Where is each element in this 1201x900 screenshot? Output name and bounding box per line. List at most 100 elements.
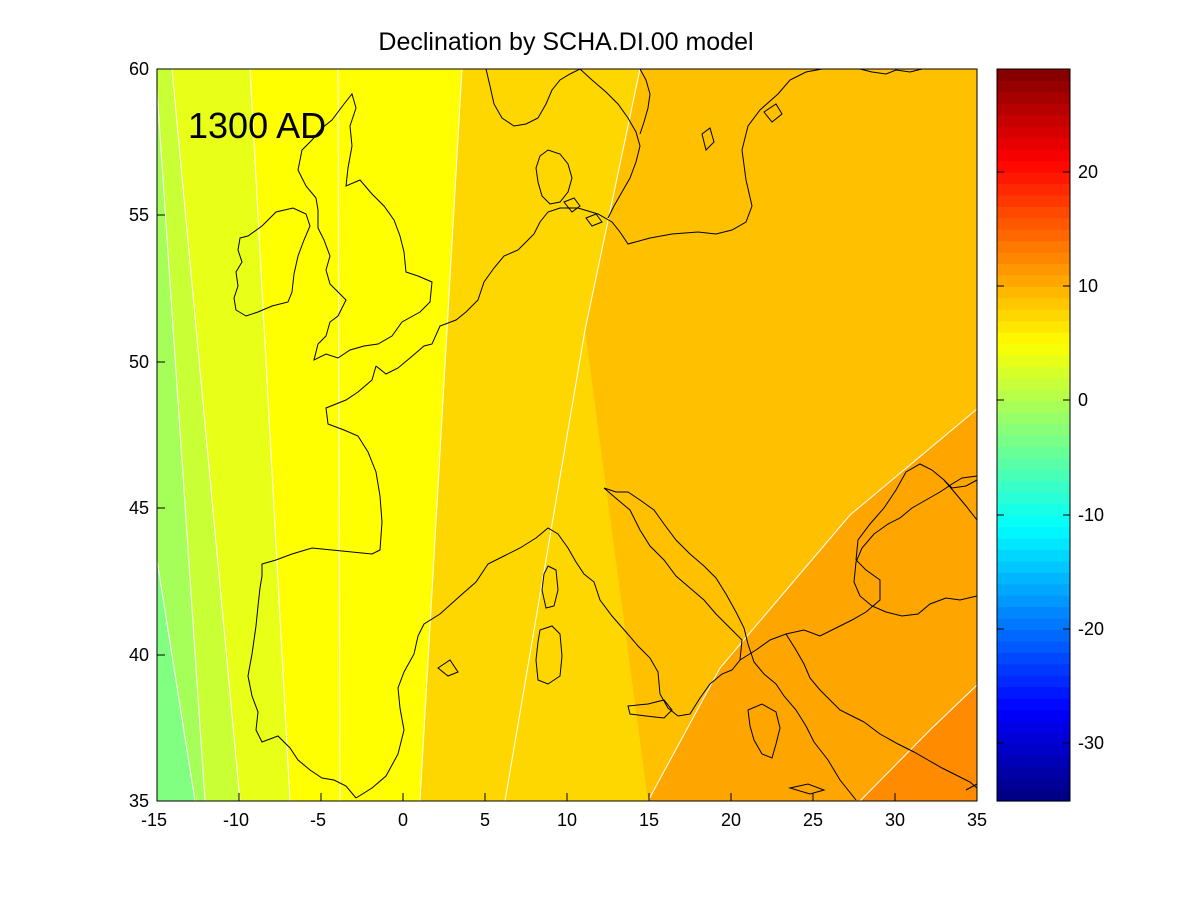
contour-line: [249, 69, 291, 801]
colorbar-segment: [997, 595, 1070, 608]
colorbar-segment: [997, 663, 1070, 676]
colorbar-segment: [997, 766, 1070, 779]
colorbar-segment: [997, 320, 1070, 333]
colorbar-segment: [997, 80, 1070, 93]
colorbar-segment: [997, 583, 1070, 596]
colorbar-segment: [997, 480, 1070, 493]
contour-line: [504, 69, 641, 801]
y-tick-label: 60: [129, 59, 149, 79]
contour-line: [419, 69, 463, 801]
colorbar-segment: [997, 240, 1070, 253]
x-tick-label: 5: [480, 810, 490, 830]
y-tick-label: 35: [129, 791, 149, 811]
coastline-ireland: [233, 207, 311, 317]
colorbar-segment: [997, 400, 1070, 413]
coastlines: [233, 69, 977, 801]
coastline-sweden-east: [639, 69, 651, 135]
coastline-finland: [859, 69, 923, 75]
colorbar-segment: [997, 732, 1070, 745]
colorbar-ticks: [997, 171, 1070, 744]
colorbar-segment: [997, 515, 1070, 528]
colorbar-segment: [997, 629, 1070, 642]
coastline-sicily: [627, 699, 673, 719]
colorbar-segment: [997, 618, 1070, 631]
colorbar-segment: [997, 389, 1070, 402]
colorbar-segment: [997, 366, 1070, 379]
colorbar-tick-label: 0: [1078, 390, 1088, 410]
colorbar-segment: [997, 343, 1070, 356]
x-tick-label: 15: [639, 810, 659, 830]
colorbar-segment: [997, 686, 1070, 699]
contour-line: [171, 69, 241, 801]
x-tick-label: -5: [310, 810, 326, 830]
band-fill: [420, 69, 640, 801]
colorbar-segment: [997, 526, 1070, 539]
colorbar-tick-label: 10: [1078, 276, 1098, 296]
coastline-sweden: [579, 69, 641, 219]
colorbar: 20 10 0 -10 -20 -30: [996, 68, 1104, 802]
colorbar-segment: [997, 549, 1070, 562]
colorbar-segment: [997, 114, 1070, 127]
colorbar-segment: [997, 446, 1070, 459]
coastline-turkey: [863, 721, 977, 789]
colorbar-segment: [997, 217, 1070, 230]
colorbar-segment: [997, 194, 1070, 207]
coastline-greece: [747, 703, 781, 759]
colorbar-segment: [997, 412, 1070, 425]
contour-line: [859, 684, 977, 801]
colorbar-segment: [997, 652, 1070, 665]
colorbar-segment: [997, 297, 1070, 310]
x-tick-label: 35: [967, 810, 987, 830]
colorbar-segment: [997, 332, 1070, 345]
colorbar-segment: [997, 709, 1070, 722]
colorbar-segment: [997, 606, 1070, 619]
chart-title: Declination by SCHA.DI.00 model: [378, 28, 753, 56]
band-fill: [648, 409, 977, 801]
colorbar-segment: [997, 69, 1070, 82]
colorbar-segment: [997, 720, 1070, 733]
band-fill: [338, 69, 462, 801]
colorbar-segment: [997, 137, 1070, 150]
coastline-blacksea: [853, 475, 977, 617]
coastline-black-sea-east: [943, 479, 977, 489]
colorbar-segment: [997, 560, 1070, 573]
colorbar-tick-label: -20: [1078, 619, 1104, 639]
coastline-denmark: [535, 149, 573, 205]
contour-lines: [157, 69, 977, 801]
coastline-gotland: [701, 127, 715, 151]
y-tick-label: 40: [129, 645, 149, 665]
coastline-baltic-islands: [763, 103, 783, 123]
x-tick-label: 20: [721, 810, 741, 830]
colorbar-segment: [997, 160, 1070, 173]
colorbar-segment: [997, 492, 1070, 505]
colorbar-segment: [997, 537, 1070, 550]
y-tick-label: 55: [129, 205, 149, 225]
colorbar-segment: [997, 640, 1070, 653]
y-tick-label: 50: [129, 352, 149, 372]
y-tick-label: 45: [129, 498, 149, 518]
colorbar-segment: [997, 503, 1070, 516]
colorbar-segment: [997, 435, 1070, 448]
contour-line: [337, 69, 341, 801]
coastline-crete: [788, 783, 826, 795]
colorbar-segment: [997, 309, 1070, 322]
coastline-balkans: [739, 463, 977, 661]
coastline-cyprus: [965, 783, 977, 791]
axis-ticks: [156, 68, 978, 802]
x-tick-label: 0: [398, 810, 408, 830]
colorbar-segment: [997, 103, 1070, 116]
colorbar-segment: [997, 126, 1070, 139]
coastline-westfrance: [247, 365, 383, 799]
coastline-balearic: [437, 659, 459, 677]
colorbar-segment: [997, 206, 1070, 219]
coastline-corsica: [541, 565, 559, 609]
x-tick-label: 25: [803, 810, 823, 830]
coastline-mediterranean: [355, 487, 857, 801]
y-tick-labels: 60 55 50 45 40 35: [129, 59, 149, 811]
x-tick-label: -15: [141, 810, 167, 830]
contour-bands: [157, 69, 977, 801]
colorbar-frame: [996, 68, 1071, 802]
colorbar-segment: [997, 778, 1070, 791]
colorbar-segment: [997, 755, 1070, 768]
colorbar-segment: [997, 572, 1070, 585]
